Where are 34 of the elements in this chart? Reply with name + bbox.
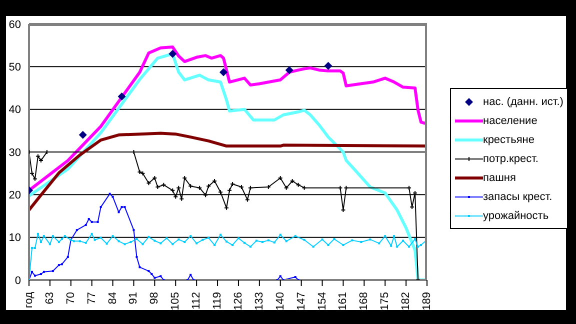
x-tick-label: 98 <box>148 292 161 304</box>
x-tick-label: 168 <box>358 292 370 310</box>
legend-label: потр.крест. <box>483 152 538 164</box>
y-tick-label: 10 <box>8 232 21 244</box>
legend-label: пашня <box>483 172 516 184</box>
x-tick-label: 112 <box>190 292 203 310</box>
x-tick-label: 126 <box>232 292 244 310</box>
x-tick-label: 77 <box>86 292 98 304</box>
x-tick-label: 154 <box>316 292 328 310</box>
x-tick-label: 91 <box>128 292 140 304</box>
x-tick-label: 182 <box>400 292 412 310</box>
legend-label: нас. (данн. ист.) <box>483 96 564 108</box>
legend-label: запасы крест. <box>483 190 552 202</box>
x-tick-label: 147 <box>295 292 308 310</box>
y-tick-label: 60 <box>8 18 21 31</box>
x-tick-label: 175 <box>379 292 392 310</box>
legend-label: крестьяне <box>483 134 534 146</box>
x-tick-label: 161 <box>337 292 350 310</box>
legend-label: урожайность <box>483 210 549 222</box>
x-tick-label: 189 <box>421 292 433 310</box>
y-tick-label: 0 <box>14 274 21 287</box>
x-tick-label: год <box>23 291 35 308</box>
y-tick-label: 20 <box>8 190 21 202</box>
x-tick-label: 133 <box>253 292 266 310</box>
y-tick-label: 40 <box>8 104 21 116</box>
x-tick-label: 105 <box>170 292 182 310</box>
x-tick-label: 140 <box>274 292 286 310</box>
x-tick-label: 84 <box>106 292 119 304</box>
y-tick-label: 30 <box>8 146 21 159</box>
x-tick-label: 119 <box>212 292 224 310</box>
x-tick-label: 63 <box>44 292 56 304</box>
legend-label: население <box>483 114 538 126</box>
x-tick-label: 70 <box>64 292 77 304</box>
y-tick-label: 50 <box>8 62 21 74</box>
